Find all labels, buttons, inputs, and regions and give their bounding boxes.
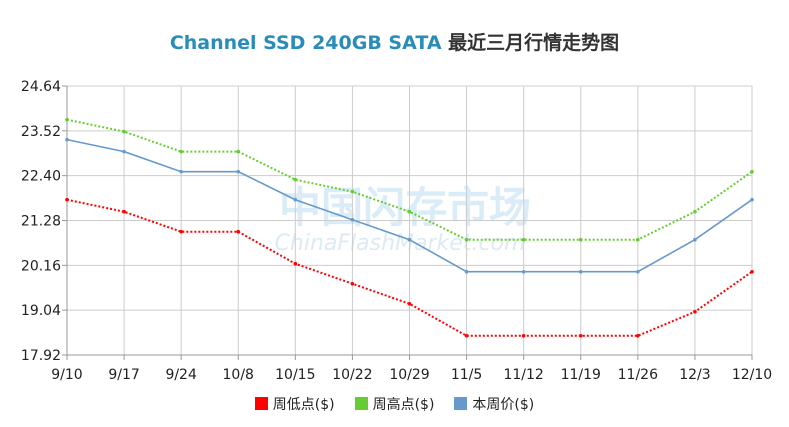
grid	[66, 85, 753, 356]
data-point	[179, 229, 183, 234]
x-tick-label: 11/5	[451, 367, 482, 383]
data-point	[350, 189, 355, 194]
data-point	[693, 309, 697, 314]
legend-item-1: 周高点($)	[354, 394, 435, 414]
y-tick-label: 21.28	[21, 214, 61, 230]
data-point	[293, 197, 298, 202]
watermark: 中国闪存市场 ChinaFlashMarket.com	[275, 183, 531, 256]
data-point	[464, 269, 469, 274]
data-point	[521, 333, 526, 338]
data-point	[236, 149, 241, 154]
legend-swatch	[454, 397, 468, 410]
data-point	[236, 229, 241, 234]
data-point	[464, 333, 469, 338]
data-point	[693, 209, 697, 214]
data-point	[578, 269, 583, 274]
data-point	[350, 217, 355, 222]
data-point	[750, 197, 754, 202]
y-axis-ticks: 24.64 23.52 22.40 21.28 20.16 19.04 17.92	[21, 79, 67, 364]
watermark-en: ChinaFlashMarket.com	[275, 231, 526, 256]
data-point	[65, 137, 69, 142]
y-tick-label: 20.16	[21, 258, 61, 274]
data-point	[464, 237, 469, 242]
y-tick-label: 22.40	[21, 169, 61, 185]
legend-label: 周高点($)	[372, 397, 435, 413]
data-point	[578, 333, 583, 338]
x-tick-label: 10/8	[223, 367, 254, 383]
data-point	[750, 269, 754, 274]
legend-label: 本周价($)	[472, 397, 535, 413]
data-point	[407, 209, 412, 214]
data-point	[293, 177, 298, 182]
data-point	[407, 301, 412, 306]
title-suffix: 最近三月行情走势图	[448, 32, 620, 54]
y-tick-label: 19.04	[21, 303, 61, 319]
x-tick-label: 10/22	[332, 367, 372, 383]
x-tick-label: 11/12	[503, 367, 543, 383]
data-point	[122, 149, 126, 154]
legend-label: 周低点($)	[272, 397, 335, 413]
data-point	[636, 237, 640, 242]
data-point	[236, 169, 241, 174]
x-tick-label: 11/26	[618, 367, 658, 383]
legend-swatch	[354, 397, 368, 410]
title-product: Channel SSD 240GB SATA	[169, 32, 442, 54]
data-point	[521, 269, 526, 274]
legend-item-0: 周低点($)	[254, 394, 335, 414]
x-tick-label: 9/24	[165, 367, 197, 383]
data-point	[636, 269, 640, 274]
data-point	[122, 129, 126, 134]
data-point	[693, 237, 697, 242]
data-point	[65, 117, 69, 122]
data-point	[521, 237, 526, 242]
data-point	[350, 281, 355, 286]
x-tick-label: 12/3	[679, 367, 710, 383]
legend: 周低点($) 周高点($) 本周价($)	[0, 394, 789, 414]
x-tick-label: 10/15	[275, 367, 315, 383]
data-point	[407, 237, 412, 242]
data-point	[65, 197, 69, 202]
legend-swatch	[254, 397, 268, 410]
legend-item-2: 本周价($)	[454, 394, 534, 414]
data-point	[122, 209, 126, 214]
data-point	[179, 149, 183, 154]
y-tick-label: 24.64	[21, 79, 61, 95]
chart-title: Channel SSD 240GB SATA 最近三月行情走势图	[0, 28, 789, 55]
x-tick-label: 9/17	[108, 367, 139, 383]
x-tick-label: 10/29	[389, 367, 429, 383]
x-tick-label: 9/10	[51, 367, 82, 383]
data-point	[750, 169, 754, 174]
y-tick-label: 23.52	[21, 124, 61, 140]
x-tick-label: 11/19	[561, 367, 601, 383]
data-point	[179, 169, 183, 174]
x-tick-label: 12/10	[732, 367, 772, 383]
data-point	[578, 237, 583, 242]
watermark-cn: 中国闪存市场	[279, 183, 531, 232]
x-axis-ticks: 9/10 9/17 9/24 10/8 10/15 10/22 10/29 11/5 11/12…	[51, 355, 772, 383]
series-lines	[65, 117, 754, 338]
y-tick-label: 17.92	[21, 348, 61, 364]
data-point	[636, 333, 640, 338]
data-point	[293, 261, 298, 266]
